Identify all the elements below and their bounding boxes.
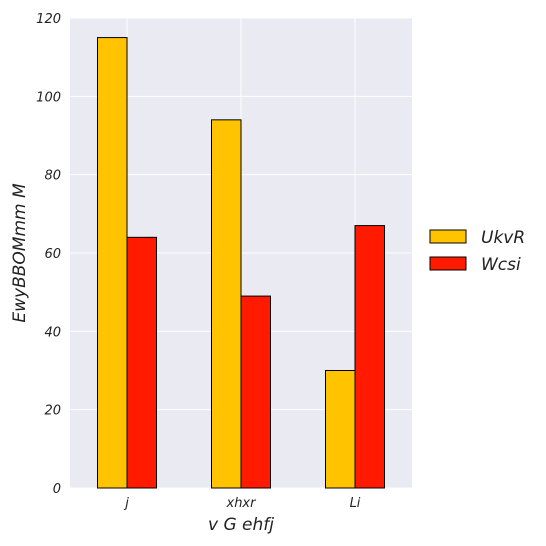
x-tick-labels: j xhxr Li	[123, 496, 361, 511]
legend-label: UkvR	[481, 228, 525, 248]
bar-UkvR-xhxr	[211, 119, 242, 489]
bar-UkvR-j	[97, 37, 128, 489]
legend-swatch	[429, 229, 467, 244]
legend-swatch	[429, 256, 467, 271]
y-tick-label: 80	[44, 169, 61, 184]
y-tick-label: 40	[44, 325, 61, 340]
y-tick-label: 0	[53, 482, 61, 497]
legend: UkvR Wcsi	[429, 228, 525, 275]
y-tick-labels: 0 20 40 60 80 100 120	[36, 12, 61, 497]
y-tick-label: 60	[44, 247, 61, 262]
y-tick-label: 120	[36, 12, 61, 27]
x-axis-label: v G ehfj	[208, 515, 274, 535]
x-tick-label: j	[123, 496, 129, 511]
y-tick-label: 20	[44, 404, 61, 419]
y-tick-label: 100	[36, 90, 61, 105]
bar-Wcsi-j	[126, 236, 157, 489]
x-tick-label: xhxr	[226, 496, 258, 511]
y-axis-label: EwyBBOMmm M	[10, 183, 30, 323]
bars	[97, 37, 385, 489]
bar-Wcsi-Li	[354, 225, 385, 489]
bar-Wcsi-xhxr	[240, 295, 271, 489]
x-tick-label: Li	[350, 496, 361, 511]
legend-label: Wcsi	[481, 255, 521, 275]
bar-UkvR-Li	[325, 370, 356, 489]
